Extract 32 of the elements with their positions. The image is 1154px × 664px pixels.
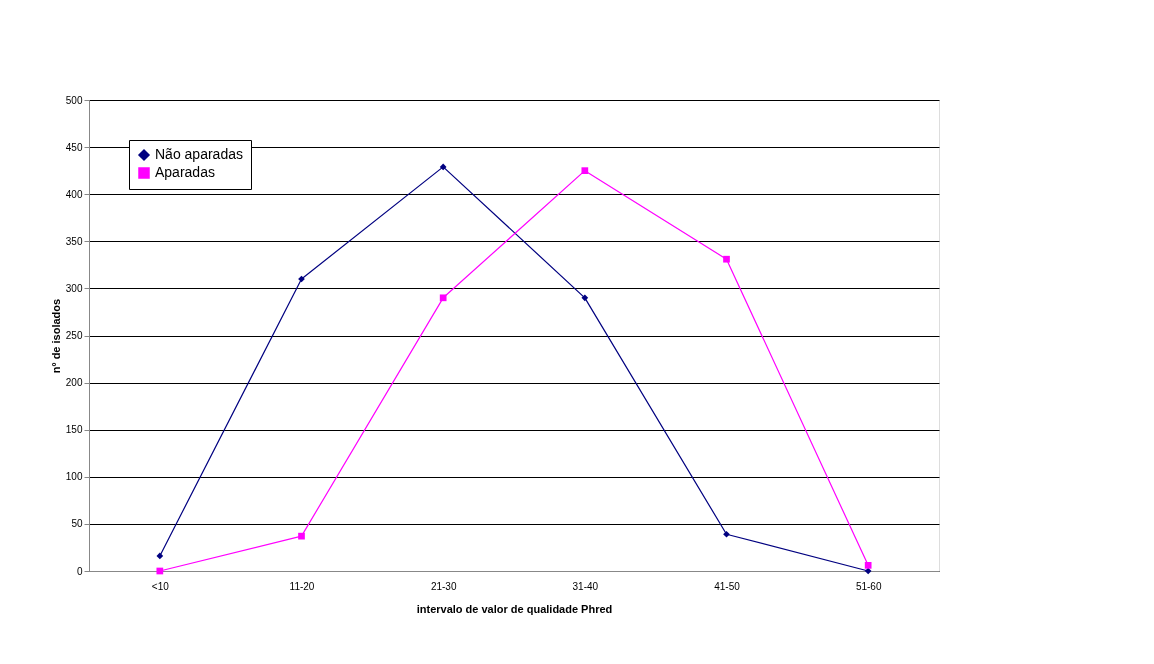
point — [156, 567, 164, 575]
point — [298, 532, 305, 540]
x-tick-label: <10 — [151, 580, 170, 592]
point — [156, 552, 164, 560]
y-tick-label: 500 — [65, 94, 83, 106]
x-tick-label: 41-50 — [714, 580, 741, 592]
legend-label: Não aparadas — [155, 146, 243, 162]
x-tick-label: 51-60 — [855, 580, 882, 592]
x-tick-label: 31-40 — [572, 580, 599, 592]
point — [439, 294, 447, 302]
x-axis-title: intervalo de valor de qualidade Phred — [416, 602, 613, 615]
point — [581, 294, 589, 302]
point — [439, 163, 447, 171]
y-tick-label: 50 — [71, 518, 83, 530]
y-tick-label: 450 — [65, 141, 83, 153]
point — [581, 167, 589, 174]
legend-label: Aparadas — [155, 164, 215, 180]
x-tick-label: 21-30 — [430, 580, 457, 592]
point — [864, 567, 872, 575]
y-tick-label: 100 — [65, 471, 83, 483]
point — [864, 561, 872, 569]
y-tick-label: 400 — [65, 188, 83, 200]
y-tick-label: 200 — [65, 377, 83, 389]
y-tick-label: 350 — [65, 235, 83, 247]
y-tick-label: 250 — [65, 330, 83, 341]
point — [723, 530, 730, 538]
y-tick-label: 300 — [65, 282, 83, 294]
y-axis-title: nº de isolados — [49, 298, 62, 374]
x-tick-label: 11-20 — [289, 580, 315, 592]
y-tick-label: 150 — [65, 424, 83, 436]
y-tick-label: 0 — [76, 565, 83, 577]
point — [723, 255, 730, 263]
